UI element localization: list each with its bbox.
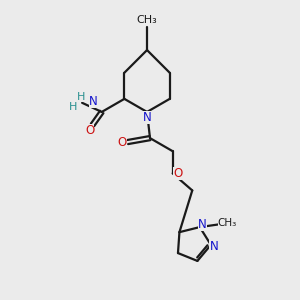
Text: CH₃: CH₃ [218,218,237,228]
Text: N: N [88,95,98,108]
Text: N: N [198,218,206,231]
Text: N: N [143,111,152,124]
Text: O: O [173,167,183,180]
Text: O: O [85,124,94,137]
Text: H: H [69,102,77,112]
Text: H: H [76,92,85,103]
Text: CH₃: CH₃ [137,15,158,25]
Text: N: N [209,240,218,253]
Text: O: O [118,136,127,148]
